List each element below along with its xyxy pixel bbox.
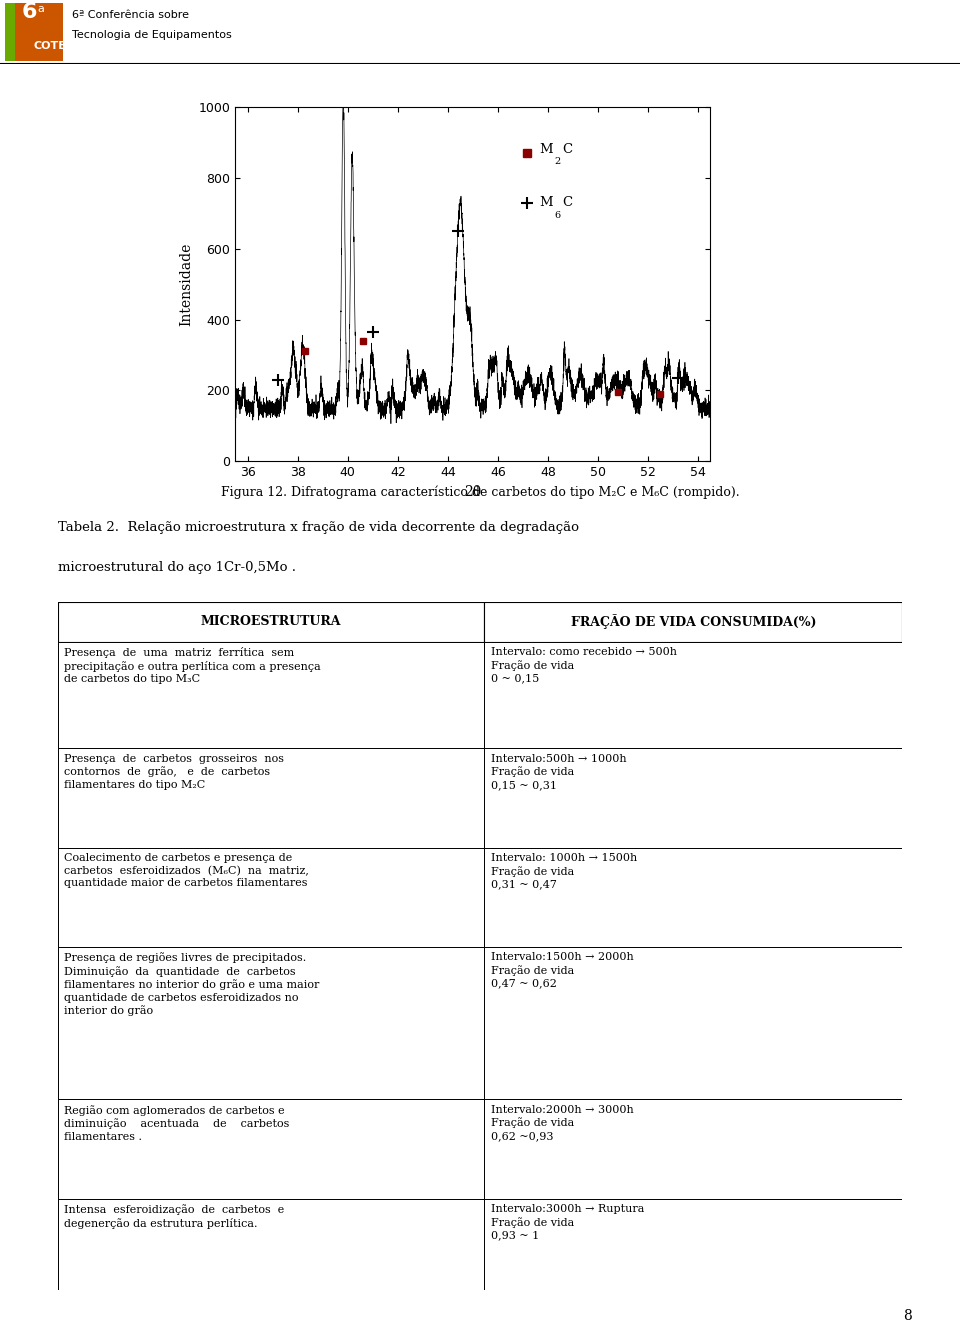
Bar	[58, 602, 484, 642]
Text: M: M	[540, 143, 553, 156]
Text: M: M	[540, 197, 553, 209]
Bar	[484, 749, 902, 848]
Text: C: C	[563, 197, 572, 209]
Text: Intervalo:500h → 1000h
Fração de vida
0,15 ~ 0,31: Intervalo:500h → 1000h Fração de vida 0,…	[491, 754, 627, 790]
Bar	[484, 1099, 902, 1199]
Text: Intervalo: 1000h → 1500h
Fração de vida
0,31 ~ 0,47: Intervalo: 1000h → 1500h Fração de vida …	[491, 853, 637, 889]
Bar	[484, 947, 902, 1099]
Bar	[484, 602, 902, 642]
Text: Intervalo:1500h → 2000h
Fração de vida
0,47 ~ 0,62: Intervalo:1500h → 2000h Fração de vida 0…	[491, 952, 634, 988]
Bar	[58, 642, 484, 749]
Text: 6: 6	[555, 210, 561, 219]
Text: FRAÇÃO DE VIDA CONSUMIDA(%): FRAÇÃO DE VIDA CONSUMIDA(%)	[570, 614, 816, 628]
Bar	[58, 1099, 484, 1199]
Text: microestrutural do aço 1Cr-0,5Mo .: microestrutural do aço 1Cr-0,5Mo .	[58, 560, 296, 574]
Bar	[484, 848, 902, 947]
Text: Região com aglomerados de carbetos e
diminuição    acentuada    de    carbetos
f: Região com aglomerados de carbetos e dim…	[64, 1104, 290, 1142]
Text: a: a	[37, 4, 44, 15]
Bar	[5, 3, 63, 62]
Text: Intervalo: como recebido → 500h
Fração de vida
0 ~ 0,15: Intervalo: como recebido → 500h Fração d…	[491, 647, 677, 683]
X-axis label: 2θ: 2θ	[465, 485, 481, 499]
Text: 6ª Conferência sobre: 6ª Conferência sobre	[72, 11, 189, 20]
Text: 2: 2	[555, 158, 561, 166]
Text: 8: 8	[903, 1309, 912, 1324]
Bar	[58, 749, 484, 848]
Bar	[484, 1199, 902, 1290]
Text: Figura 12. Difratograma característico de carbetos do tipo M₂C e M₆C (rompido).: Figura 12. Difratograma característico d…	[221, 485, 739, 499]
Text: MICROESTRUTURA: MICROESTRUTURA	[201, 615, 341, 628]
Text: COTEQ: COTEQ	[34, 40, 76, 51]
Bar	[58, 848, 484, 947]
Y-axis label: Intensidade: Intensidade	[179, 242, 193, 326]
Text: Tabela 2.  Relação microestrutura x fração de vida decorrente da degradação: Tabela 2. Relação microestrutura x fraçã…	[58, 521, 579, 535]
Bar	[484, 642, 902, 749]
Text: Presença  de  uma  matriz  ferrítica  sem
precipitação e outra perlítica com a p: Presença de uma matriz ferrítica sem pre…	[64, 647, 321, 685]
Text: Tecnologia de Equipamentos: Tecnologia de Equipamentos	[72, 31, 231, 40]
Text: Presença de regiões livres de precipitados.
Diminuição  da  quantidade  de  carb: Presença de regiões livres de precipitad…	[64, 952, 320, 1016]
Text: 6: 6	[22, 3, 37, 23]
Text: Intensa  esferoidização  de  carbetos  e
degenerção da estrutura perlítica.: Intensa esferoidização de carbetos e deg…	[64, 1205, 284, 1229]
Bar	[58, 1199, 484, 1290]
Text: Intervalo:3000h → Ruptura
Fração de vida
0,93 ~ 1: Intervalo:3000h → Ruptura Fração de vida…	[491, 1205, 644, 1239]
Bar	[58, 947, 484, 1099]
Text: Coalecimento de carbetos e presença de
carbetos  esferoidizados  (M₆C)  na  matr: Coalecimento de carbetos e presença de c…	[64, 853, 309, 888]
Text: Presença  de  carbetos  grosseiros  nos
contornos  de  grão,   e  de  carbetos
f: Presença de carbetos grosseiros nos cont…	[64, 754, 284, 790]
Bar	[5, 3, 15, 62]
Text: Intervalo:2000h → 3000h
Fração de vida
0,62 ~0,93: Intervalo:2000h → 3000h Fração de vida 0…	[491, 1104, 634, 1140]
Text: C: C	[563, 143, 572, 156]
